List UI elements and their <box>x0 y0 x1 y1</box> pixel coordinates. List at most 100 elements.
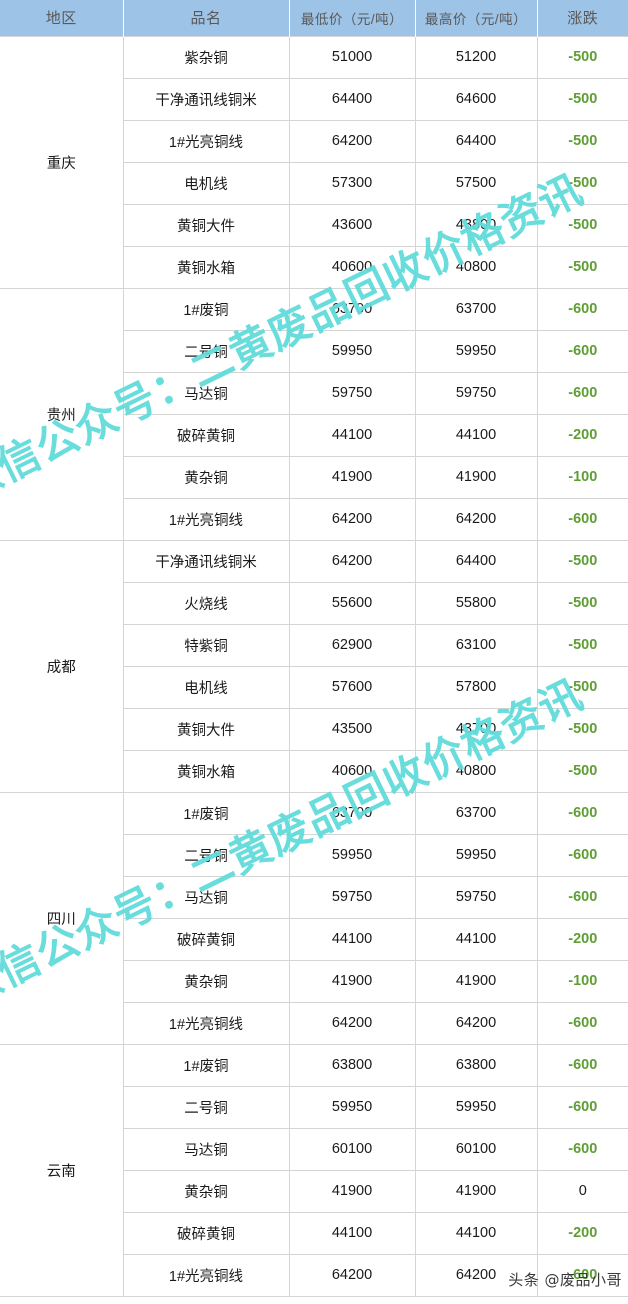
table-row: 特紫铜 62900 63100 -500 <box>0 623 628 667</box>
product-cell: 马达铜 <box>122 875 290 919</box>
product-cell: 干净通讯线铜米 <box>122 77 290 121</box>
change-cell: -600 <box>536 371 628 415</box>
low-price-cell: 60100 <box>288 1127 416 1171</box>
high-price-cell: 63700 <box>414 287 538 331</box>
product-cell: 1#光亮铜线 <box>122 119 290 163</box>
high-price-cell: 63800 <box>414 1043 538 1087</box>
table-row: 火烧线 55600 55800 -500 <box>0 581 628 625</box>
region-cell: 成都 <box>0 539 124 793</box>
low-price-cell: 44100 <box>288 917 416 961</box>
change-cell: -600 <box>536 833 628 877</box>
low-price-cell: 41900 <box>288 455 416 499</box>
low-price-cell: 40600 <box>288 749 416 793</box>
product-cell: 1#废铜 <box>122 1043 290 1087</box>
region-cell: 云南 <box>0 1043 124 1297</box>
table-row: 破碎黄铜 44100 44100 -200 <box>0 413 628 457</box>
low-price-cell: 64200 <box>288 119 416 163</box>
product-cell: 黄铜水箱 <box>122 245 290 289</box>
column-header-product: 品名 <box>123 0 290 36</box>
high-price-cell: 64600 <box>414 77 538 121</box>
product-cell: 马达铜 <box>122 371 290 415</box>
high-price-cell: 41900 <box>414 1169 538 1213</box>
product-cell: 1#废铜 <box>122 287 290 331</box>
table-row: 马达铜 59750 59750 -600 <box>0 875 628 919</box>
column-header-change: 涨跌 <box>537 0 628 36</box>
high-price-cell: 59750 <box>414 875 538 919</box>
low-price-cell: 59750 <box>288 875 416 919</box>
high-price-cell: 43800 <box>414 203 538 247</box>
high-price-cell: 64400 <box>414 539 538 583</box>
low-price-cell: 57600 <box>288 665 416 709</box>
low-price-cell: 59750 <box>288 371 416 415</box>
region-cell: 贵州 <box>0 287 124 541</box>
low-price-cell: 57300 <box>288 161 416 205</box>
product-cell: 黄铜大件 <box>122 707 290 751</box>
low-price-cell: 41900 <box>288 959 416 1003</box>
high-price-cell: 57800 <box>414 665 538 709</box>
change-cell: -100 <box>536 455 628 499</box>
region-cell: 重庆 <box>0 35 124 289</box>
column-header-low-price: 最低价（元/吨） <box>289 0 416 36</box>
low-price-cell: 63700 <box>288 287 416 331</box>
low-price-cell: 64200 <box>288 497 416 541</box>
product-cell: 黄铜大件 <box>122 203 290 247</box>
change-cell: -600 <box>536 1127 628 1171</box>
high-price-cell: 43700 <box>414 707 538 751</box>
product-cell: 破碎黄铜 <box>122 917 290 961</box>
change-cell: -600 <box>536 875 628 919</box>
product-cell: 特紫铜 <box>122 623 290 667</box>
table-row: 成都 干净通讯线铜米 64200 64400 -500 <box>0 539 628 793</box>
header-row: 地区 品名 最低价（元/吨） 最高价（元/吨） 涨跌 <box>0 0 628 36</box>
table-row: 四川 1#废铜 63700 63700 -600 <box>0 791 628 1045</box>
high-price-cell: 51200 <box>414 35 538 79</box>
high-price-cell: 59750 <box>414 371 538 415</box>
region-cell: 四川 <box>0 791 124 1045</box>
product-cell: 破碎黄铜 <box>122 1211 290 1255</box>
table-row: 黄铜水箱 40600 40800 -500 <box>0 749 628 793</box>
product-cell: 马达铜 <box>122 1127 290 1171</box>
high-price-cell: 59950 <box>414 1085 538 1129</box>
table-row: 1#光亮铜线 64200 64200 -600 <box>0 1001 628 1045</box>
low-price-cell: 41900 <box>288 1169 416 1213</box>
column-header-high-price: 最高价（元/吨） <box>415 0 538 36</box>
high-price-cell: 63700 <box>414 791 538 835</box>
low-price-cell: 40600 <box>288 245 416 289</box>
low-price-cell: 63800 <box>288 1043 416 1087</box>
change-cell: -500 <box>536 665 628 709</box>
product-cell: 电机线 <box>122 161 290 205</box>
change-cell: -500 <box>536 623 628 667</box>
table-row: 黄杂铜 41900 41900 -100 <box>0 959 628 1003</box>
product-cell: 1#光亮铜线 <box>122 497 290 541</box>
low-price-cell: 43600 <box>288 203 416 247</box>
table-row: 二号铜 59950 59950 -600 <box>0 833 628 877</box>
product-cell: 二号铜 <box>122 329 290 373</box>
change-cell: -600 <box>536 329 628 373</box>
table-body: 重庆 紫杂铜 51000 51200 -500 干净通讯线铜米 64400 64600 -500… <box>0 35 628 1297</box>
high-price-cell: 59950 <box>414 329 538 373</box>
table-row: 马达铜 59750 59750 -600 <box>0 371 628 415</box>
change-cell: -500 <box>536 119 628 163</box>
table-row: 二号铜 59950 59950 -600 <box>0 1085 628 1129</box>
table-row: 1#光亮铜线 64200 64200 -600 <box>0 1253 628 1297</box>
change-cell: -200 <box>536 413 628 457</box>
high-price-cell: 64400 <box>414 119 538 163</box>
product-cell: 火烧线 <box>122 581 290 625</box>
product-cell: 黄杂铜 <box>122 1169 290 1213</box>
high-price-cell: 40800 <box>414 245 538 289</box>
product-cell: 1#废铜 <box>122 791 290 835</box>
change-cell: -500 <box>536 245 628 289</box>
change-cell: -600 <box>536 791 628 835</box>
column-header-region: 地区 <box>0 0 124 36</box>
change-cell: -500 <box>536 707 628 751</box>
change-cell: -600 <box>536 1253 628 1297</box>
low-price-cell: 59950 <box>288 833 416 877</box>
low-price-cell: 55600 <box>288 581 416 625</box>
table-row: 1#光亮铜线 64200 64200 -600 <box>0 497 628 541</box>
high-price-cell: 63100 <box>414 623 538 667</box>
change-cell: -500 <box>536 161 628 205</box>
table-row: 黄铜大件 43500 43700 -500 <box>0 707 628 751</box>
change-cell: -500 <box>536 35 628 79</box>
table-row: 电机线 57600 57800 -500 <box>0 665 628 709</box>
